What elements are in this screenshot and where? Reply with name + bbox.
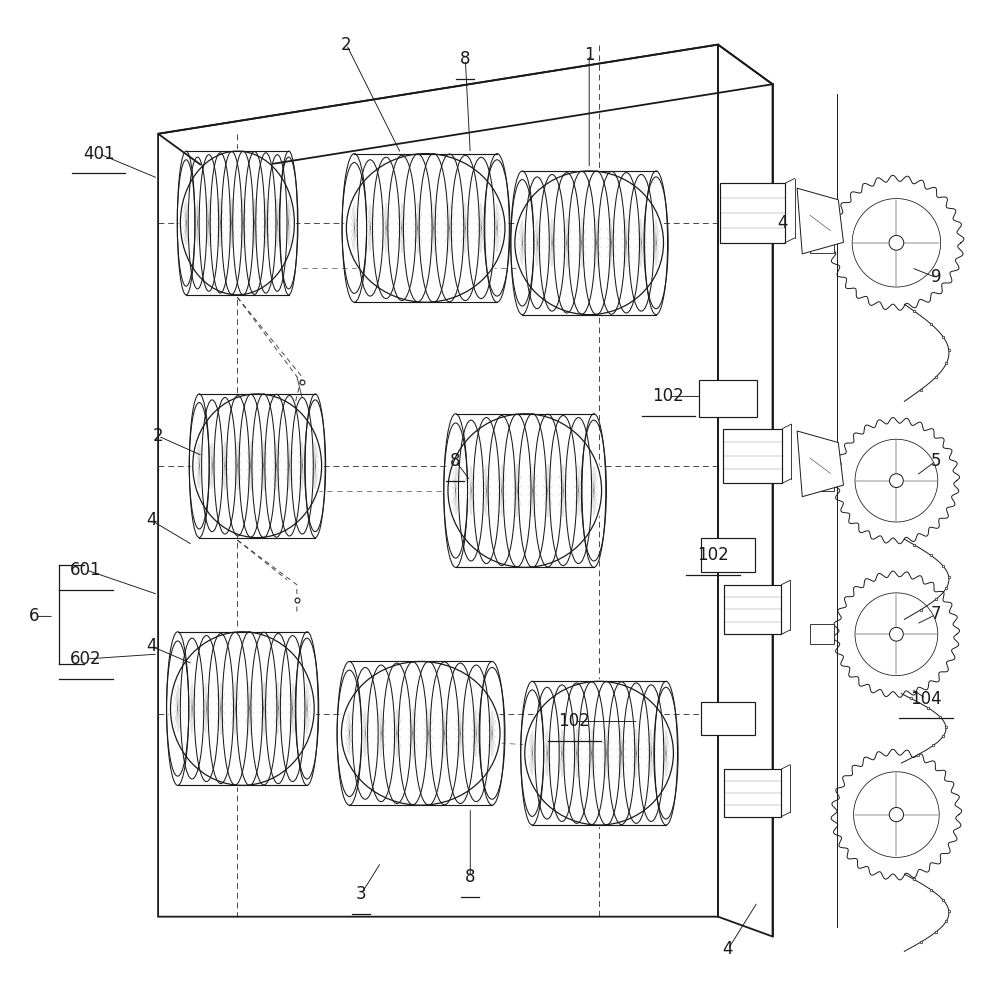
Text: 104: 104 (910, 690, 942, 708)
Bar (810, 624, 834, 644)
Ellipse shape (340, 660, 502, 807)
Text: 102: 102 (653, 387, 684, 405)
Text: 401: 401 (83, 145, 114, 163)
Bar (699, 380, 757, 417)
Text: 4: 4 (146, 511, 156, 529)
Ellipse shape (179, 150, 296, 296)
Bar (724, 769, 781, 817)
Ellipse shape (523, 680, 675, 826)
Ellipse shape (169, 630, 316, 787)
Polygon shape (797, 188, 843, 254)
Bar (701, 537, 755, 573)
Polygon shape (797, 431, 843, 496)
Bar (810, 233, 834, 253)
Text: 102: 102 (697, 546, 729, 564)
Ellipse shape (192, 392, 323, 539)
Text: 602: 602 (70, 650, 102, 668)
Ellipse shape (345, 152, 507, 303)
Text: 8: 8 (465, 868, 476, 886)
Text: 9: 9 (931, 269, 941, 286)
Text: 8: 8 (450, 452, 461, 470)
Text: 2: 2 (153, 427, 163, 445)
Ellipse shape (446, 412, 603, 569)
Text: 1: 1 (584, 46, 595, 63)
Text: 3: 3 (356, 885, 367, 903)
Text: 7: 7 (931, 606, 941, 623)
Bar (723, 428, 782, 483)
Bar (810, 471, 834, 491)
Text: 6: 6 (29, 607, 39, 625)
Text: 102: 102 (558, 713, 590, 730)
Text: 601: 601 (70, 561, 102, 579)
Text: 4: 4 (777, 214, 788, 232)
Bar (720, 183, 785, 243)
Text: 5: 5 (931, 452, 941, 470)
Text: 4: 4 (146, 637, 156, 655)
Text: 4: 4 (723, 940, 733, 958)
Bar (701, 702, 755, 735)
Bar (724, 585, 781, 634)
Ellipse shape (513, 169, 665, 316)
Text: 2: 2 (341, 36, 352, 54)
Text: 8: 8 (460, 51, 471, 68)
